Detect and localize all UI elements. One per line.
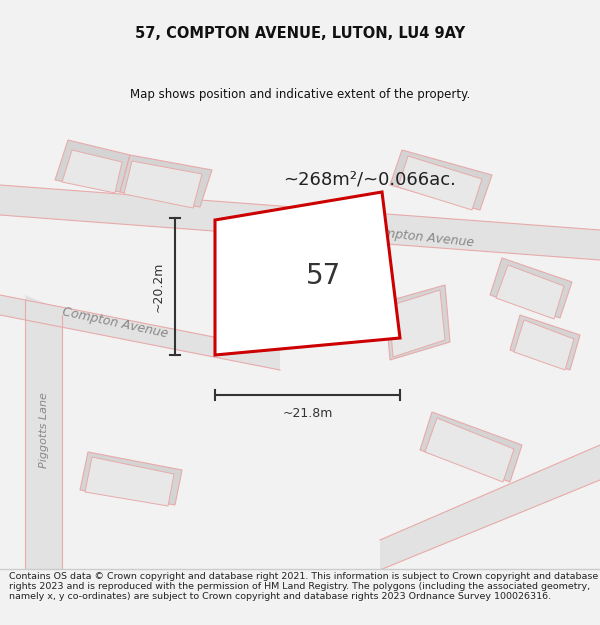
Text: ~21.8m: ~21.8m: [283, 407, 332, 420]
Polygon shape: [80, 452, 182, 505]
Polygon shape: [389, 290, 445, 357]
Polygon shape: [120, 155, 212, 207]
Polygon shape: [0, 185, 600, 260]
Polygon shape: [380, 445, 600, 570]
Polygon shape: [85, 457, 174, 506]
Text: Compton Avenue: Compton Avenue: [365, 225, 475, 249]
Polygon shape: [420, 412, 522, 482]
Polygon shape: [124, 161, 202, 208]
Text: Compton Avenue: Compton Avenue: [61, 306, 169, 341]
Text: ~268m²/~0.066ac.: ~268m²/~0.066ac.: [284, 171, 457, 189]
Polygon shape: [390, 150, 492, 210]
Polygon shape: [55, 140, 130, 192]
Polygon shape: [245, 260, 315, 340]
Text: 57, COMPTON AVENUE, LUTON, LU4 9AY: 57, COMPTON AVENUE, LUTON, LU4 9AY: [135, 26, 465, 41]
Polygon shape: [425, 418, 514, 482]
Text: 57: 57: [305, 262, 341, 290]
Text: Map shows position and indicative extent of the property.: Map shows position and indicative extent…: [130, 88, 470, 101]
Polygon shape: [25, 295, 62, 570]
Polygon shape: [496, 265, 564, 319]
Text: ~20.2m: ~20.2m: [152, 261, 165, 312]
Polygon shape: [398, 156, 482, 210]
Polygon shape: [385, 285, 450, 360]
Text: Piggotts Lane: Piggotts Lane: [39, 392, 49, 468]
Polygon shape: [62, 150, 122, 193]
Polygon shape: [510, 315, 580, 370]
Polygon shape: [514, 320, 574, 370]
Polygon shape: [0, 295, 280, 370]
Polygon shape: [490, 258, 572, 318]
Polygon shape: [215, 192, 400, 355]
Text: Contains OS data © Crown copyright and database right 2021. This information is : Contains OS data © Crown copyright and d…: [9, 572, 598, 601]
